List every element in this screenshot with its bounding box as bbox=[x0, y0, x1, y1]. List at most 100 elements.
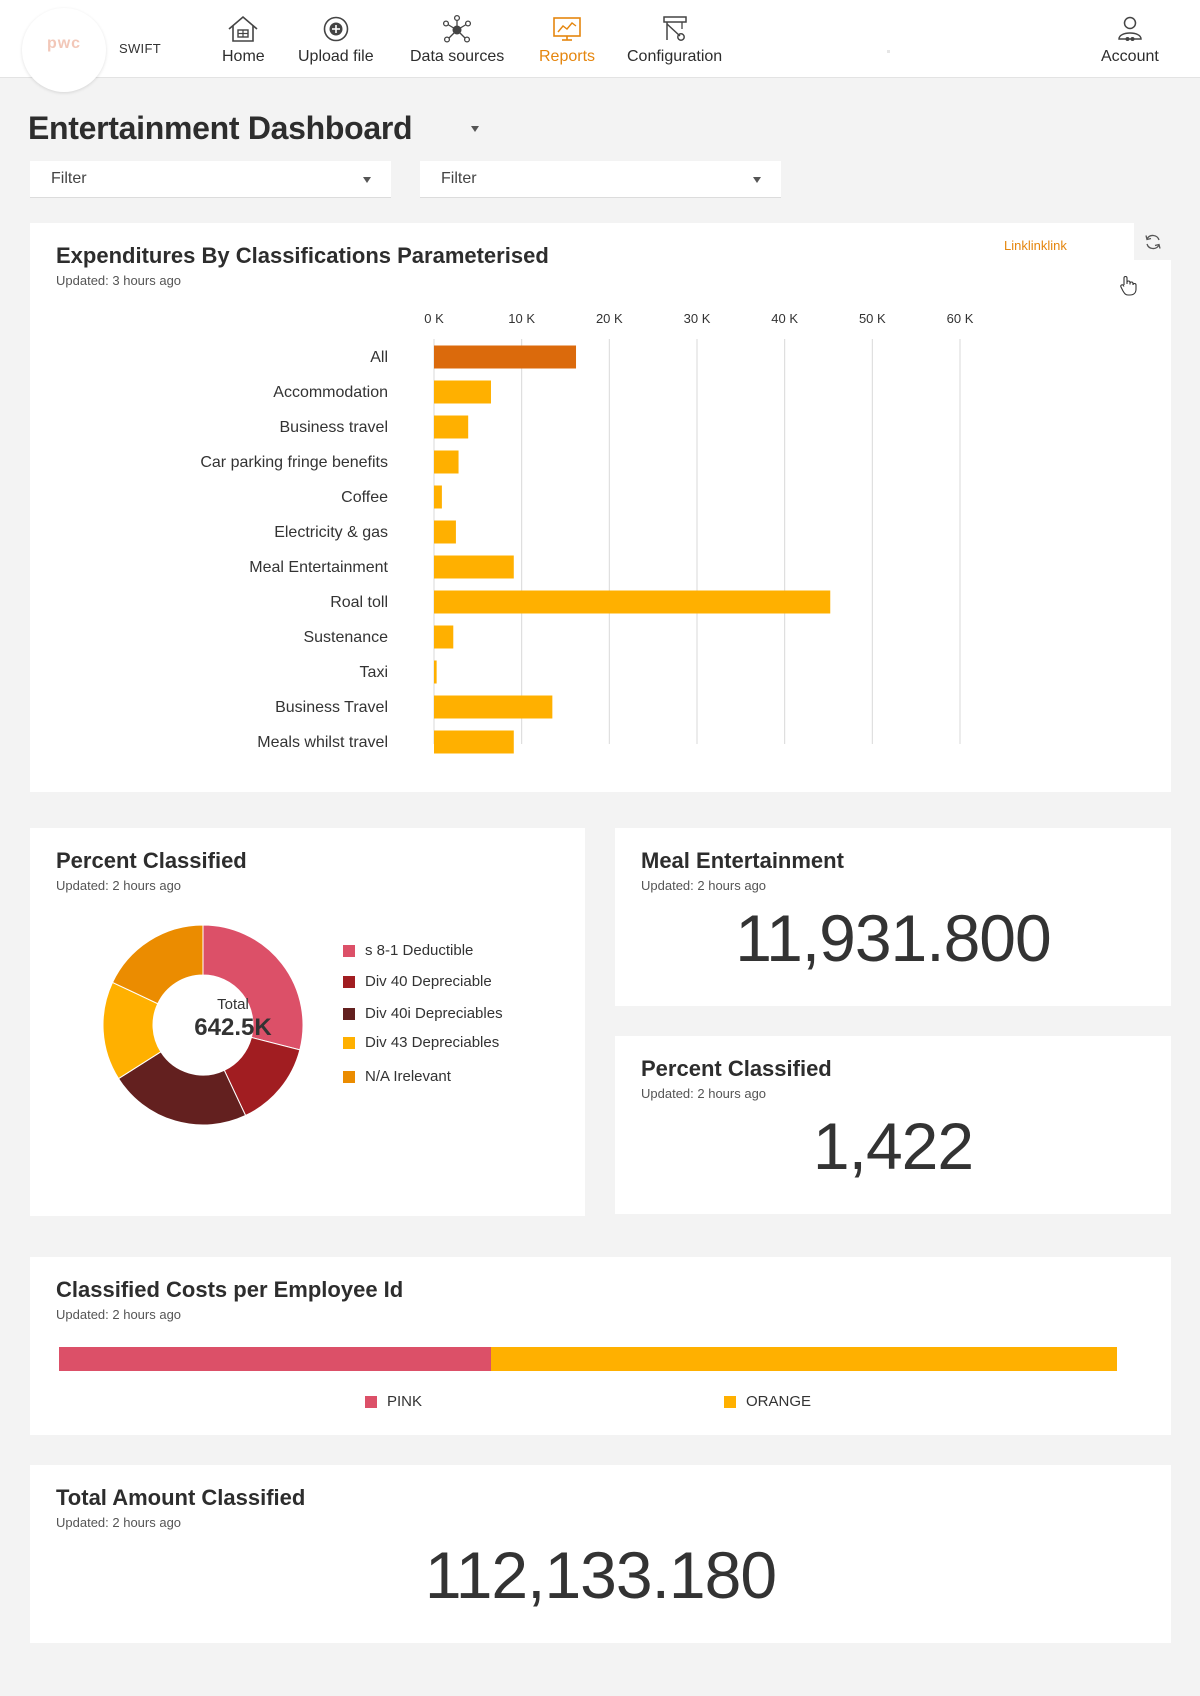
total-amount-value: 112,133.180 bbox=[424, 1538, 777, 1612]
category-label: Car parking fringe benefits bbox=[200, 454, 388, 471]
legend-label: PINK bbox=[387, 1393, 423, 1410]
percent-classified-donut-card: Percent Classified Updated: 2 hours ago … bbox=[30, 828, 585, 1216]
card-title: Expenditures By Classifications Paramete… bbox=[56, 243, 549, 268]
legend-swatch bbox=[343, 975, 355, 988]
card-title: Meal Entertainment bbox=[641, 848, 844, 873]
legend-swatch bbox=[343, 1007, 355, 1020]
donut-slice[interactable] bbox=[111, 924, 204, 1005]
filter-dropdown-1-value: Filter bbox=[51, 170, 87, 187]
bar[interactable] bbox=[434, 380, 491, 404]
legend-item[interactable]: N/A Irelevant bbox=[343, 1068, 451, 1085]
nav-label-upload-file: Upload file bbox=[298, 48, 374, 65]
bar[interactable] bbox=[434, 695, 553, 719]
card-title: Percent Classified bbox=[56, 848, 247, 873]
x-tick-label: 40 K bbox=[771, 311, 798, 326]
legend-swatch bbox=[343, 1070, 355, 1083]
chevron-down-icon bbox=[363, 177, 371, 183]
legend-item[interactable]: ORANGE bbox=[724, 1393, 811, 1410]
nav-label-home: Home bbox=[222, 48, 265, 65]
filter-dropdown-2-value: Filter bbox=[441, 170, 477, 187]
bar[interactable] bbox=[434, 730, 514, 754]
stacked-bar-segment[interactable] bbox=[490, 1347, 1117, 1371]
filter-dropdown-2[interactable]: Filter bbox=[420, 161, 781, 198]
legend-item[interactable]: Div 40i Depreciables bbox=[343, 1005, 503, 1022]
bar[interactable] bbox=[434, 450, 459, 474]
x-tick-label: 50 K bbox=[859, 311, 886, 326]
employee-costs-card: Classified Costs per Employee Id Updated… bbox=[30, 1257, 1171, 1435]
account-icon bbox=[1118, 16, 1142, 41]
x-tick-label: 0 K bbox=[424, 311, 444, 326]
category-label: Meal Entertainment bbox=[249, 559, 388, 576]
bar[interactable] bbox=[434, 625, 454, 649]
percent-classified-count-card: Percent Classified Updated: 2 hours ago … bbox=[615, 1036, 1171, 1214]
nav-separator-dot bbox=[887, 50, 890, 53]
card-updated: Updated: 2 hours ago bbox=[641, 1086, 767, 1101]
nav-label-account: Account bbox=[1101, 48, 1159, 65]
nav-label-data-sources: Data sources bbox=[410, 48, 505, 65]
meal-entertainment-value: 11,931.800 bbox=[735, 901, 1051, 975]
legend-swatch bbox=[724, 1395, 736, 1408]
logo[interactable]: pwc bbox=[22, 8, 106, 92]
bar[interactable] bbox=[434, 485, 442, 509]
refresh-icon bbox=[1144, 234, 1161, 249]
nav-label-reports: Reports bbox=[539, 48, 596, 65]
category-label: Business travel bbox=[280, 419, 389, 436]
legend-label: Div 43 Depreciables bbox=[365, 1034, 500, 1051]
category-label: Coffee bbox=[341, 489, 388, 506]
refresh-button[interactable] bbox=[1134, 223, 1171, 260]
top-navigation-bar: pwc SWIFT Home Upload file bbox=[0, 0, 1200, 92]
upload-icon bbox=[323, 16, 349, 42]
donut-slice[interactable] bbox=[117, 1051, 247, 1126]
category-label: Taxi bbox=[360, 664, 388, 681]
filter-dropdown-1[interactable]: Filter bbox=[30, 161, 391, 198]
nav-item-data-sources[interactable]: Data sources bbox=[410, 14, 504, 74]
expenditures-bar-chart: 0 K 10 K 20 K 30 K 40 K 50 K 60 K All Accommodat… bbox=[200, 311, 974, 754]
legend-item[interactable]: Div 40 Depreciable bbox=[343, 973, 492, 990]
card-title: Total Amount Classified bbox=[56, 1485, 306, 1510]
reports-icon bbox=[553, 17, 581, 41]
page-title: Entertainment Dashboard bbox=[28, 110, 413, 146]
x-tick-label: 30 K bbox=[684, 311, 711, 326]
dashboard-dropdown-caret[interactable] bbox=[471, 126, 479, 132]
legend-item[interactable]: s 8-1 Deductible bbox=[343, 942, 473, 959]
category-label: Accommodation bbox=[273, 384, 388, 401]
bar[interactable] bbox=[434, 520, 456, 544]
employee-costs-stacked-bar bbox=[59, 1347, 1117, 1371]
nav-item-home[interactable]: Home bbox=[222, 14, 265, 74]
meal-entertainment-card: Meal Entertainment Updated: 2 hours ago … bbox=[615, 828, 1171, 1006]
card-title: Classified Costs per Employee Id bbox=[56, 1277, 404, 1302]
card-title: Percent Classified bbox=[641, 1056, 832, 1081]
card-updated: Updated: 2 hours ago bbox=[56, 1515, 182, 1530]
nav-item-reports[interactable]: Reports bbox=[539, 14, 595, 74]
card-updated: Updated: 3 hours ago bbox=[56, 273, 182, 288]
donut-total-label: Total bbox=[217, 996, 249, 1013]
nav-item-configuration[interactable]: Configuration bbox=[627, 14, 722, 74]
nav-item-upload-file[interactable]: Upload file bbox=[298, 14, 374, 74]
category-label: Roal toll bbox=[330, 594, 388, 611]
stacked-bar-segment[interactable] bbox=[59, 1347, 491, 1371]
percent-classified-count-value: 1,422 bbox=[812, 1109, 974, 1183]
configuration-icon bbox=[662, 16, 687, 41]
bar[interactable] bbox=[434, 660, 437, 684]
bar[interactable] bbox=[434, 415, 469, 439]
legend-item[interactable]: Div 43 Depreciables bbox=[343, 1034, 499, 1051]
bar[interactable] bbox=[434, 345, 577, 369]
card-updated: Updated: 2 hours ago bbox=[641, 878, 767, 893]
card-link[interactable]: Linklinklink bbox=[1004, 238, 1067, 253]
total-amount-card: Total Amount Classified Updated: 2 hours… bbox=[30, 1465, 1171, 1643]
legend-item[interactable]: PINK bbox=[365, 1393, 422, 1410]
home-icon bbox=[228, 15, 258, 42]
bar[interactable] bbox=[434, 590, 831, 614]
donut-slice[interactable] bbox=[202, 924, 304, 1051]
data-sources-icon bbox=[443, 14, 472, 43]
nav-item-account[interactable]: Account bbox=[1101, 14, 1159, 74]
card-updated: Updated: 2 hours ago bbox=[56, 1307, 182, 1322]
bar[interactable] bbox=[434, 555, 514, 579]
percent-classified-donut-chart bbox=[102, 924, 304, 1126]
category-label: Meals whilst travel bbox=[257, 734, 388, 751]
legend-swatch bbox=[365, 1395, 377, 1408]
legend-label: ORANGE bbox=[746, 1393, 812, 1410]
legend-label: N/A Irelevant bbox=[365, 1068, 451, 1085]
brand-name: SWIFT bbox=[119, 41, 161, 56]
legend-label: Div 40 Depreciable bbox=[365, 973, 492, 990]
